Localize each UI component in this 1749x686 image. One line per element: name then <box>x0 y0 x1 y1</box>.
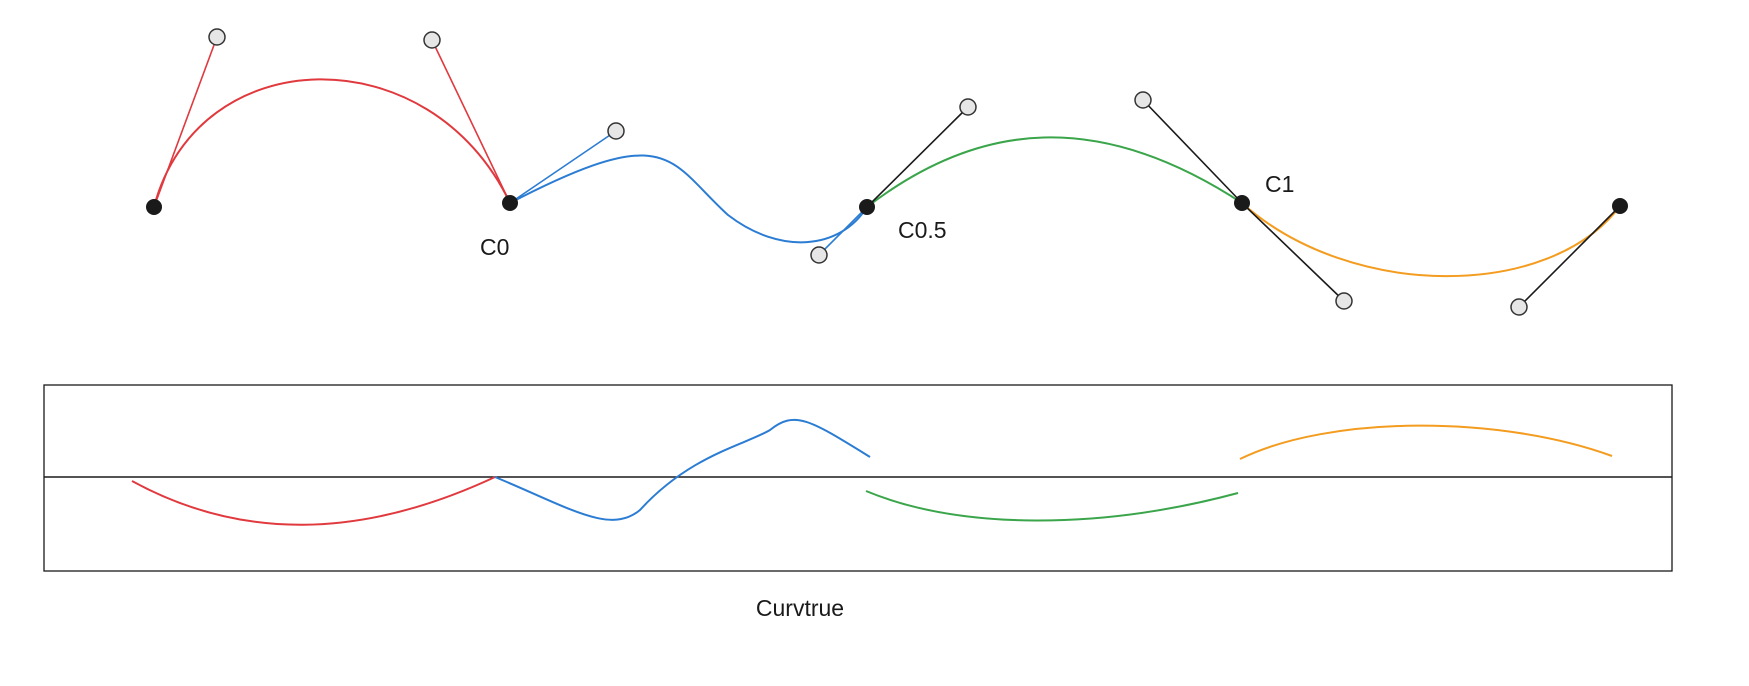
handle-blue-start <box>509 130 617 204</box>
curvature-blue <box>494 418 871 521</box>
anchor-point <box>1612 198 1628 214</box>
handle-green-start <box>866 106 969 208</box>
curvature-plots <box>131 418 1613 526</box>
handle-lines <box>153 36 1621 308</box>
control-point <box>1335 292 1353 310</box>
segment-red-curve <box>153 78 511 208</box>
curvature-red <box>131 476 496 526</box>
anchor-point-c1 <box>1234 195 1250 211</box>
anchor-points <box>146 195 1628 215</box>
anchor-point-c0 <box>502 195 518 211</box>
control-point <box>208 28 226 46</box>
handle-red-end <box>431 39 511 204</box>
handle-orange-end <box>1518 205 1621 308</box>
control-point <box>607 122 625 140</box>
control-points <box>208 28 1528 316</box>
label-c1: C1 <box>1265 171 1294 197</box>
handle-green-end <box>1142 99 1243 204</box>
anchor-point <box>146 199 162 215</box>
control-point <box>959 98 977 116</box>
caption-label: Curvtrue <box>756 595 844 621</box>
segment-orange-curve <box>1241 202 1621 278</box>
control-point <box>1510 298 1528 316</box>
curvature-orange <box>1239 424 1613 460</box>
curvature-frame <box>43 384 1673 572</box>
label-c0-5: C0.5 <box>898 217 947 243</box>
label-c0: C0 <box>480 234 509 260</box>
segment-green-curve <box>866 136 1243 208</box>
handle-orange-start <box>1241 202 1345 302</box>
handle-blue-end <box>818 206 868 256</box>
control-point <box>423 31 441 49</box>
curve-segments <box>153 78 1621 278</box>
control-point <box>1134 91 1152 109</box>
control-point <box>810 246 828 264</box>
segment-blue-curve <box>509 154 868 244</box>
anchor-point-c0-5 <box>859 199 875 215</box>
curvature-green <box>865 490 1239 522</box>
handle-red-start <box>153 36 218 208</box>
